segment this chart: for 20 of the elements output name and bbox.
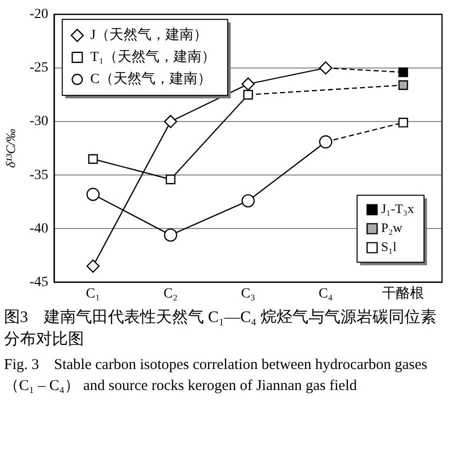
legend-label: J₁-T₃x [381, 201, 414, 216]
y-tick-label: -45 [30, 274, 48, 290]
text: 图3 建南气田代表性天然气 C₁—C₄ 烷烃气与气源岩碳同位素分布对比图 [3, 308, 438, 350]
x-tick-label: 干酪根 [382, 285, 424, 302]
y-axis-title: δ¹³C/‰ [3, 128, 18, 168]
y-tick-label: -40 [30, 221, 48, 236]
caption: Fig. 3 Stable carbon isotopes correlation between hydrocarbon gases（C₁ – C₄） and source rocks kerogen of Jiannan gas field [3, 356, 428, 396]
legend-label: P₂w [381, 220, 403, 236]
legend-label: T₁（天然气，建南） [90, 49, 216, 66]
x-tick-label: C₃ [241, 286, 256, 302]
y-tick-label: -25 [30, 60, 48, 76]
y-tick-label: -30 [30, 114, 48, 130]
y-tick-label: -20 [30, 7, 48, 22]
x-tick-label: C₁ [86, 286, 100, 302]
legend-label: C（天然气，建南） [90, 71, 212, 88]
x-tick-label: C₄ [318, 286, 333, 302]
legend-label: S₁l [381, 239, 397, 254]
y-tick-label: -35 [30, 168, 48, 183]
x-tick-label: C₂ [163, 286, 178, 302]
legend-label: J（天然气，建南） [90, 27, 208, 44]
